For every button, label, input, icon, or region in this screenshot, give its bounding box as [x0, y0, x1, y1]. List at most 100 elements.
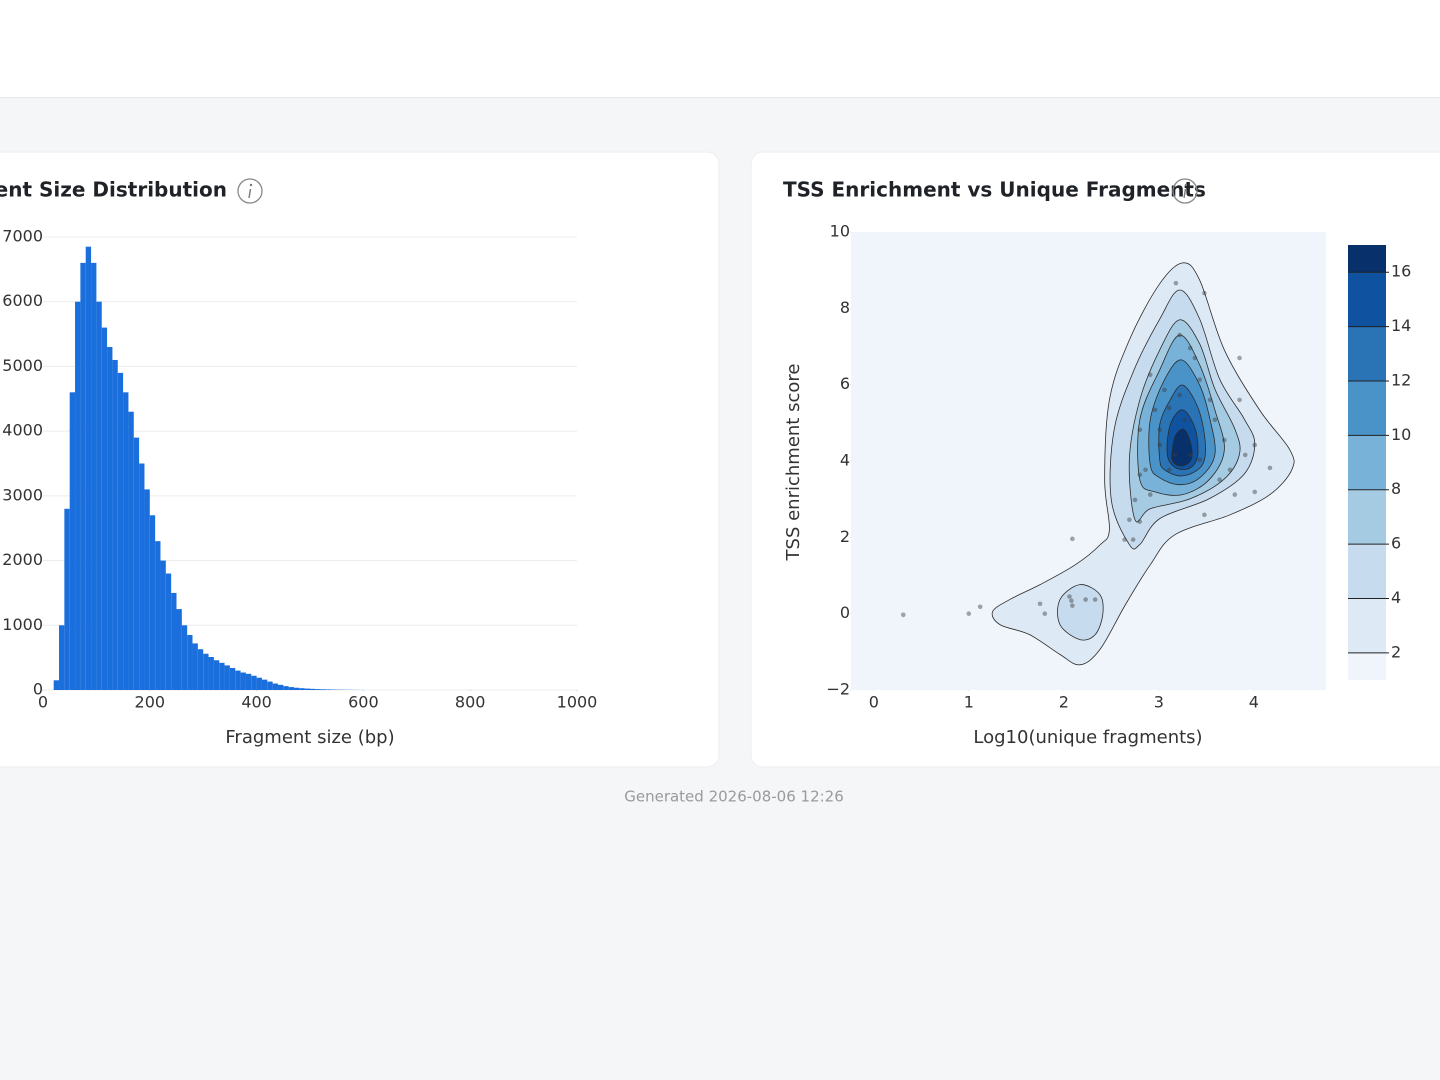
bar	[277, 684, 284, 690]
point	[1237, 355, 1242, 361]
x-tick-label: 0	[38, 693, 48, 712]
point	[1172, 452, 1178, 458]
x-tick-label: 0	[869, 693, 879, 712]
point	[1070, 603, 1075, 608]
y-tick-label: 5000	[2, 356, 43, 375]
bar	[133, 437, 140, 690]
bar	[235, 670, 241, 690]
point	[1122, 537, 1127, 542]
point	[1042, 611, 1048, 616]
y-tick-label: 6000	[2, 291, 43, 310]
point	[1092, 597, 1098, 602]
y-tick-label: 0	[840, 603, 850, 622]
bar	[96, 301, 102, 690]
point	[1157, 427, 1163, 433]
bar	[123, 392, 129, 690]
point	[1067, 594, 1072, 599]
info-icon[interactable]	[237, 178, 263, 204]
point	[1069, 598, 1074, 603]
contour	[1171, 428, 1193, 467]
info-icon[interactable]	[1172, 178, 1198, 204]
bar	[112, 359, 118, 690]
bar	[219, 662, 225, 690]
y-tick-label: 0	[33, 680, 43, 699]
point	[1083, 597, 1088, 602]
point	[1252, 489, 1258, 495]
bar	[155, 541, 161, 690]
colorbar-tick-label: 6	[1391, 534, 1401, 553]
point	[1187, 452, 1193, 458]
bar	[208, 656, 214, 690]
x-tick-label: 400	[241, 693, 272, 712]
colorbar-tick-label: 14	[1391, 316, 1411, 335]
point	[1182, 417, 1187, 423]
bar	[310, 688, 316, 690]
colorbar-band	[1348, 245, 1386, 273]
colorbar-band	[1348, 326, 1386, 381]
point	[1217, 477, 1222, 483]
bar	[197, 649, 204, 690]
x-axis-title: Fragment size (bp)	[225, 727, 394, 748]
colorbar-tick-label: 10	[1391, 425, 1411, 444]
point	[1177, 332, 1182, 338]
x-tick-label: 200	[135, 693, 166, 712]
bar	[69, 392, 76, 690]
bar	[181, 625, 188, 690]
colorbar-tick-label: 16	[1391, 262, 1411, 281]
y-tick-label: 4000	[2, 421, 43, 440]
point	[966, 611, 972, 616]
x-tick-label: 1000	[557, 693, 598, 712]
x-tick-label: 3	[1154, 693, 1164, 712]
colorbar-tick-label: 8	[1391, 479, 1401, 498]
y-tick-label: 6	[840, 374, 850, 393]
header-bar	[0, 0, 1440, 97]
point	[1252, 442, 1258, 448]
point	[1212, 417, 1218, 423]
point	[1267, 465, 1273, 471]
colorbar-band	[1348, 598, 1386, 653]
bar	[251, 675, 257, 690]
y-tick-label: −2	[826, 680, 850, 699]
bar	[283, 686, 289, 690]
x-tick-label: 800	[455, 693, 486, 712]
contour	[1057, 584, 1104, 641]
y-tick-label: 2000	[2, 550, 43, 569]
colorbar-band	[1348, 435, 1386, 490]
bar	[261, 679, 268, 690]
bar	[176, 609, 182, 690]
point	[1143, 467, 1148, 473]
bar	[213, 660, 220, 690]
bar	[165, 573, 172, 690]
point	[1147, 492, 1153, 497]
point	[977, 604, 983, 610]
point	[1137, 472, 1143, 478]
y-tick-label: 3000	[2, 485, 43, 504]
bar	[256, 677, 262, 690]
colorbar-band	[1348, 489, 1386, 545]
point	[1192, 355, 1198, 361]
bar	[192, 643, 198, 690]
y-tick-label: 7000	[2, 227, 43, 246]
bar	[59, 625, 65, 690]
contours	[991, 262, 1295, 666]
point	[1137, 519, 1143, 524]
bar	[326, 689, 332, 690]
point	[1187, 345, 1193, 351]
bar	[80, 262, 86, 690]
point	[1130, 537, 1136, 542]
bar	[203, 653, 209, 690]
x-tick-label: 2	[1059, 693, 1069, 712]
bar	[101, 327, 108, 690]
point	[1197, 457, 1202, 463]
colorbar-tick-label: 12	[1391, 370, 1411, 389]
point	[1070, 536, 1075, 542]
bar	[293, 687, 300, 690]
colorbar-band	[1348, 272, 1386, 327]
bar	[304, 688, 310, 690]
colorbar-tick-label: 2	[1391, 642, 1401, 661]
bar	[107, 347, 113, 690]
bar	[160, 560, 166, 690]
point	[1157, 442, 1163, 448]
bar	[75, 301, 81, 690]
